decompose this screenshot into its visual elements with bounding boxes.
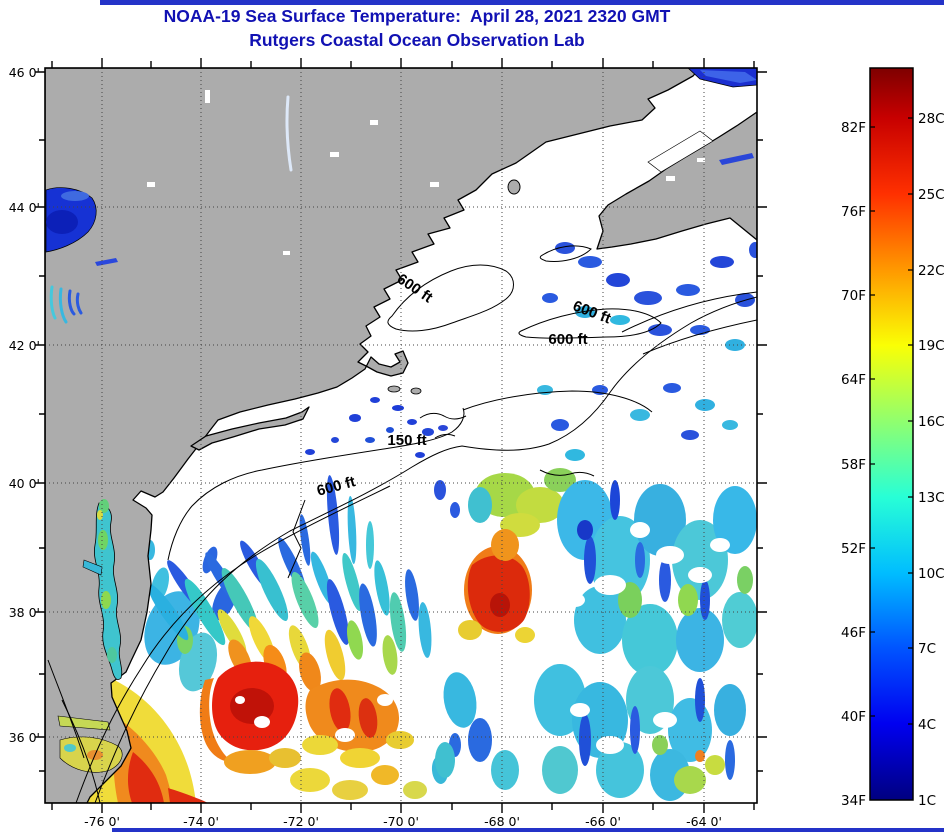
cloud-specks-over-land (147, 90, 705, 255)
y-axis-major-ticks-right (757, 71, 767, 738)
y-tick-label: 44 0' (9, 200, 40, 215)
sst-nearshore-blue-bits (305, 397, 460, 518)
contour-georges-outline (462, 390, 653, 413)
colorbar-f-label: 64F (841, 372, 866, 388)
contour-gom-basin-b (518, 308, 662, 339)
colorbar-c-label: 4C (918, 717, 936, 733)
sst-warm-eddy (199, 661, 301, 774)
potomac-river (82, 559, 103, 576)
finger-lakes (49, 285, 83, 324)
y-axis-major-ticks-left (35, 71, 45, 738)
colorbar-f-label: 76F (841, 204, 866, 220)
colorbar-c-label: 25C (918, 187, 944, 203)
land-nova-scotia (596, 111, 757, 250)
x-axis-minor-ticks-bottom (51, 803, 755, 810)
land-marthas-vineyard (387, 385, 401, 393)
lake-ontario-edge (61, 191, 89, 201)
sst-cool-field-southeast (435, 664, 746, 801)
pamlico-cool-bit (64, 744, 76, 752)
colorbar-c-label: 22C (918, 263, 944, 279)
contour-scotian-2 (642, 319, 757, 355)
lake-champlain (285, 95, 293, 172)
colorbar-f-label: 34F (841, 793, 866, 809)
y-tick-label: 42 0' (9, 338, 40, 353)
oneida-lake (95, 258, 118, 266)
colorbar-f-label: 40F (841, 709, 866, 725)
image-top-border (100, 0, 944, 5)
contour-jordan-basin (539, 245, 592, 262)
land-grand-manan-island (507, 179, 521, 195)
contour-shelf-inner (75, 485, 391, 803)
colorbar-c-label: 1C (918, 793, 936, 809)
contour-hudson-canyon (287, 499, 306, 579)
colorbar-f-label: 46F (841, 625, 866, 641)
contour-scotian-1 (621, 291, 757, 333)
colorbar-c-label: 16C (918, 414, 944, 430)
contour-carolina-2 (47, 659, 85, 759)
y-tick-label: 36 0' (9, 730, 40, 745)
land-long-island (190, 406, 310, 451)
lake-ontario-core (46, 210, 78, 234)
y-tick-label: 40 0' (9, 476, 40, 491)
contour-150ft (167, 407, 465, 561)
colorbar-c-labels: 28C 25C 22C 19C 16C 13C 10C 7C 4C 1C (918, 111, 944, 809)
land-layer (45, 68, 757, 803)
gulf-st-lawrence-light (700, 70, 757, 83)
contour-label-150ft: 150 ft (387, 432, 426, 449)
land-nantucket (410, 387, 422, 395)
x-tick-label: -74 0' (183, 814, 219, 829)
contour-gom-basin-a (387, 264, 514, 332)
colorbar: 82F 76F 70F 64F 58F 52F 46F 40F 34F 28C … (841, 67, 944, 809)
depth-contour-layer (47, 245, 757, 803)
colorbar-ticks (870, 117, 913, 725)
colorbar-c-label: 13C (918, 490, 944, 506)
colorbar-gradient (869, 67, 914, 801)
sst-warm-zone-2 (290, 679, 461, 800)
colorbar-c-label: 19C (918, 338, 944, 354)
x-tick-label: -66 0' (585, 814, 621, 829)
land-mainland (45, 68, 701, 803)
colorbar-f-label: 82F (841, 120, 866, 136)
contour-label-600ft-3: 600 ft (548, 331, 587, 348)
y-axis-labels: 46 0' 44 0' 42 0' 40 0' 38 0' 36 0' (9, 65, 40, 745)
x-axis-labels: -76 0' -74 0' -72 0' -70 0' -68 0' -66 0… (84, 814, 722, 829)
contour-nantucket-shoals-1 (419, 412, 467, 420)
x-tick-label: -64 0' (686, 814, 722, 829)
colorbar-c-label: 7C (918, 641, 936, 657)
colorbar-c-label: 28C (918, 111, 944, 127)
y-tick-label: 46 0' (9, 65, 40, 80)
colorbar-f-label: 70F (841, 288, 866, 304)
sst-cool-field-east (557, 480, 757, 676)
x-axis-major-ticks-top (101, 58, 705, 68)
sst-scotian-shelf-patches (537, 242, 757, 461)
contour-wiggle (539, 469, 595, 477)
colorbar-f-labels: 82F 76F 70F 64F 58F 52F 46F 40F 34F (841, 120, 866, 809)
inland-water-layer (45, 68, 757, 773)
y-axis-minor-ticks-right (757, 139, 763, 772)
header: NOAA-19 Sea Surface Temperature: April 2… (45, 4, 789, 52)
st-georges-bay-water (719, 153, 754, 165)
sst-georges-bank-patch (458, 468, 576, 643)
x-tick-label: -70 0' (383, 814, 419, 829)
x-axis-minor-ticks-top (51, 61, 755, 68)
x-tick-label: -76 0' (84, 814, 120, 829)
colorbar-f-label: 58F (841, 457, 866, 473)
image-bottom-border (112, 828, 944, 832)
page-subtitle: Rutgers Coastal Ocean Observation Lab (249, 30, 585, 50)
axis-ticks (35, 58, 767, 813)
y-axis-minor-ticks-left (39, 139, 45, 772)
minas-basin-channel (647, 130, 714, 173)
x-axis-major-ticks-bottom (101, 803, 705, 813)
grid-layer (45, 68, 757, 803)
contour-nantucket-shoals-2 (434, 433, 456, 439)
colorbar-c-label: 10C (918, 566, 944, 582)
sst-field-layer (60, 242, 757, 803)
page-title: NOAA-19 Sea Surface Temperature: April 2… (163, 6, 671, 26)
colorbar-f-label: 52F (841, 541, 866, 557)
x-tick-label: -68 0' (484, 814, 520, 829)
x-tick-label: -72 0' (283, 814, 319, 829)
y-tick-label: 38 0' (9, 605, 40, 620)
